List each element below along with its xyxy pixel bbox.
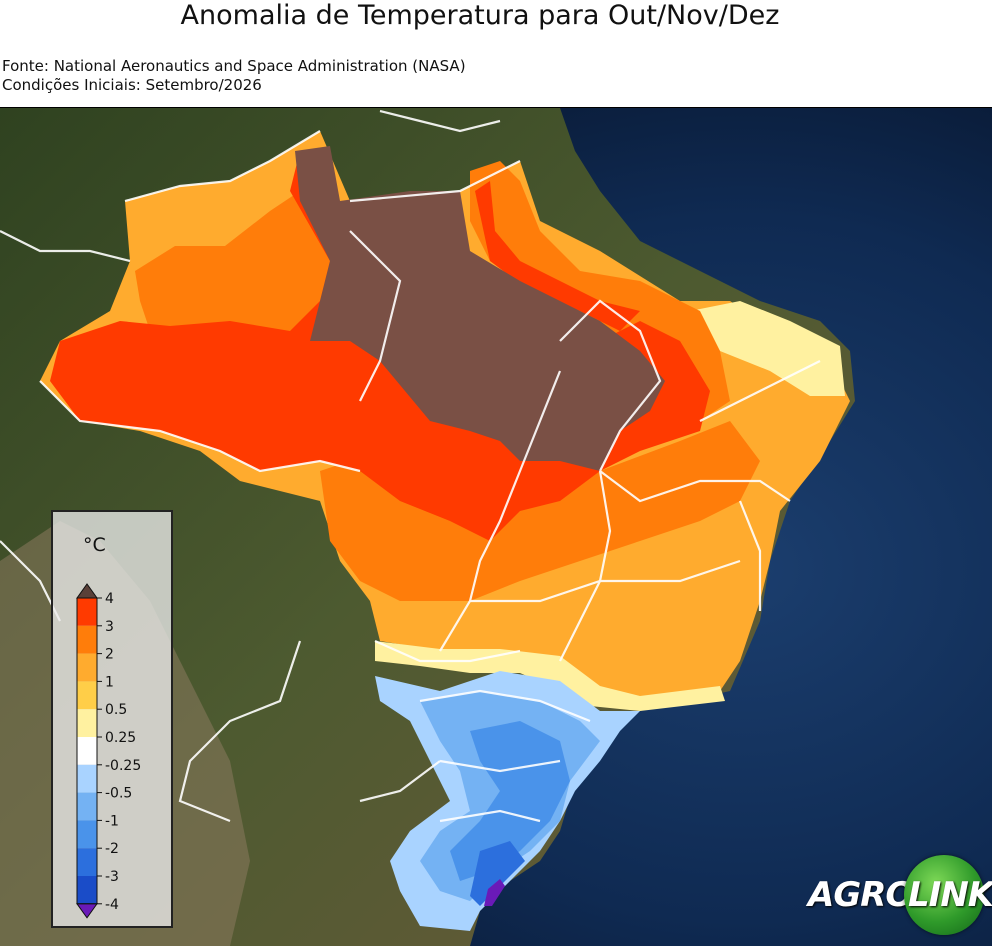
legend-swatch: [77, 737, 97, 765]
anomaly-band-4: [295, 146, 665, 471]
legend-swatch: [77, 653, 97, 682]
legend-tick-label: 0.25: [105, 730, 136, 746]
legend-outline: [76, 597, 98, 905]
legend-tick-label: 3: [105, 619, 114, 635]
legend-swatch: [77, 764, 97, 793]
legend-tick-label: 1: [105, 674, 114, 690]
legend-swatch: [77, 792, 97, 821]
legend-tick-label: -0.25: [105, 758, 141, 774]
conditions-line: Condições Iniciais: Setembro/2026: [2, 76, 262, 94]
legend-tick-label: -4: [105, 897, 119, 913]
legend-under-triangle: [76, 903, 98, 919]
color-legend: °C 4 3 2 1 0.5 0.25 -0.25 -0.5 -1 -2 -3 -4: [51, 510, 173, 928]
source-line: Fonte: National Aeronautics and Space Ad…: [2, 57, 466, 75]
map-title: Anomalia de Temperatura para Out/Nov/Dez: [180, 0, 780, 31]
anomaly-fields: [40, 131, 850, 931]
anomaly-neg-3: [470, 841, 525, 906]
legend-swatch: [77, 820, 97, 849]
logo-text-link: LINK: [908, 875, 992, 915]
logo-globe: [904, 855, 984, 935]
legend-unit: °C: [83, 534, 106, 556]
agrolink-logo: AGRO LINK: [808, 853, 992, 939]
legend-swatch: [77, 598, 97, 626]
legend-swatch: [77, 625, 97, 654]
anomaly-band-0-5-east: [690, 301, 845, 396]
legend-tick-label: 4: [105, 591, 114, 607]
legend-colorbar: 4 3 2 1 0.5 0.25 -0.25 -0.5 -1 -2 -3 -4: [76, 583, 141, 919]
legend-tick-label: -0.5: [105, 786, 132, 802]
legend-over-triangle: [76, 583, 98, 599]
anomaly-band-0-5: [375, 641, 725, 711]
anomaly-neg-4: [484, 879, 505, 906]
legend-swatch: [77, 848, 97, 876]
legend-tick-label: 2: [105, 647, 114, 663]
anomaly-band-2: [135, 191, 330, 341]
legend-tick-label: 0.5: [105, 702, 127, 718]
legend-swatch: [77, 876, 97, 904]
legend-swatch: [77, 709, 97, 737]
legend-tick-label: -3: [105, 869, 119, 885]
legend-tick-label: -2: [105, 841, 119, 857]
anomaly-neg-2: [450, 721, 570, 881]
legend-tick-label: -1: [105, 813, 119, 829]
legend-swatch: [77, 681, 97, 710]
logo-text-agro: AGRO: [808, 875, 914, 915]
